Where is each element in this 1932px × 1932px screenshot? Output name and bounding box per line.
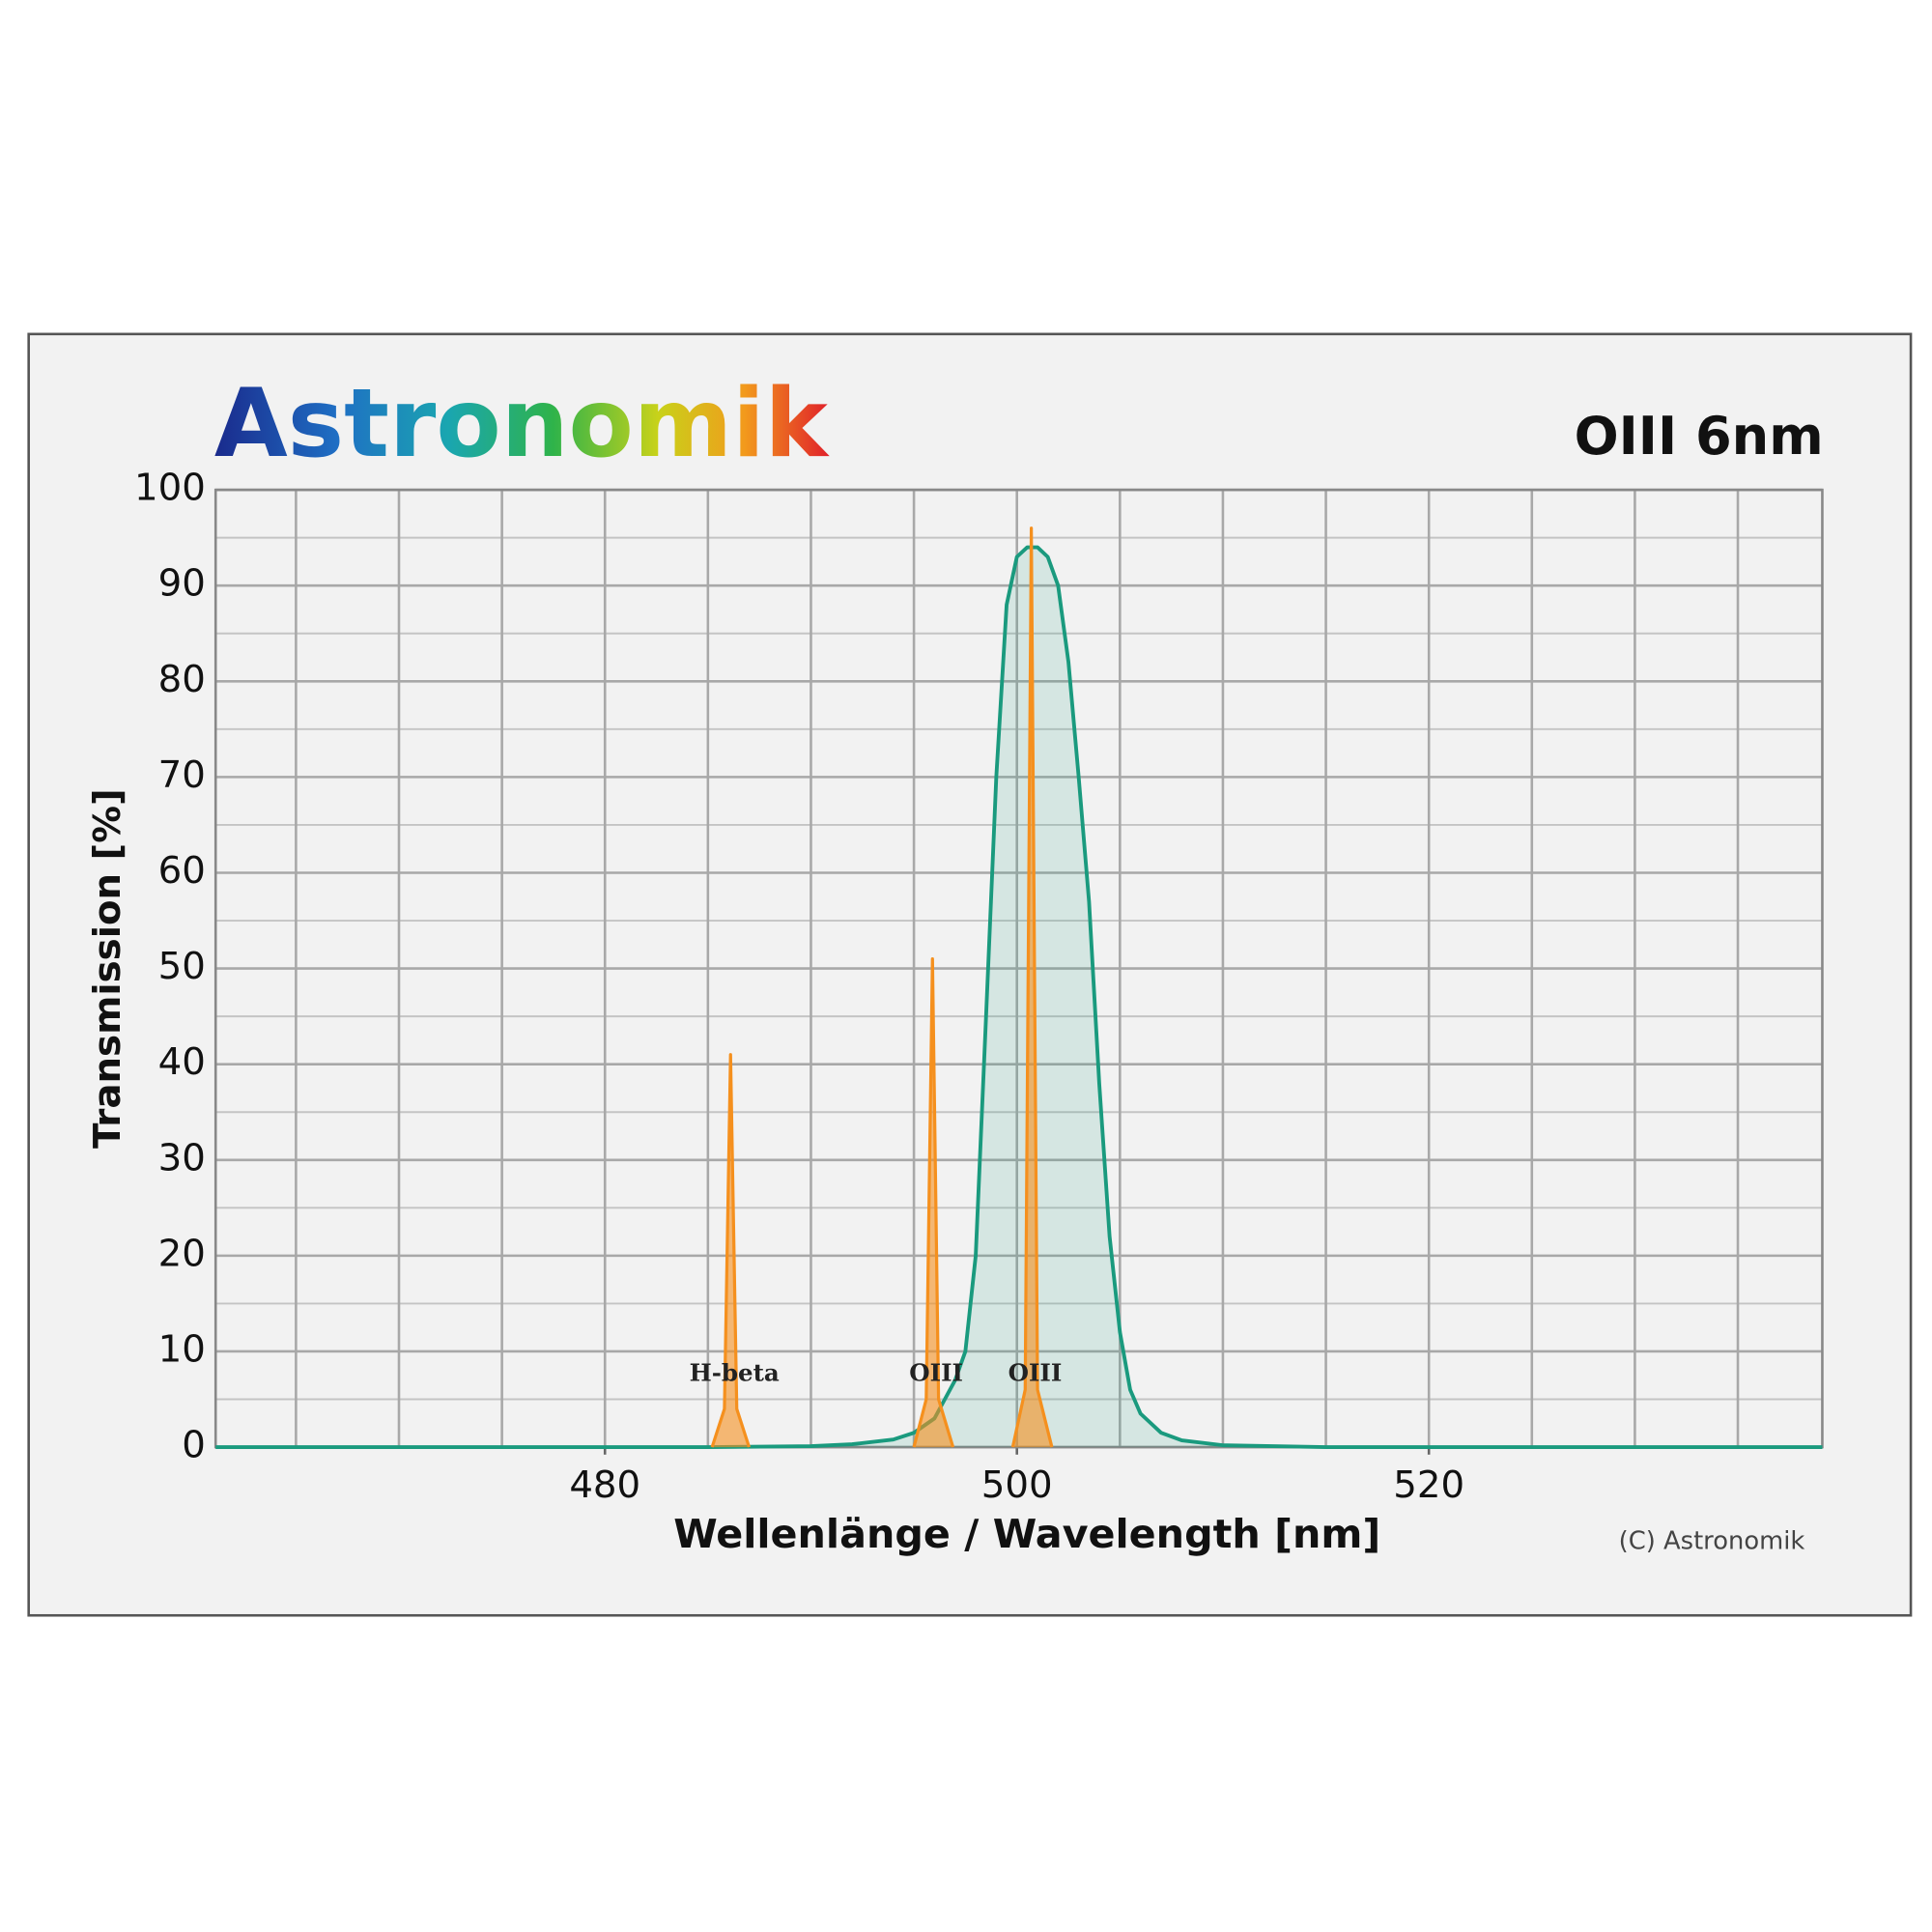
area	[712, 1054, 750, 1448]
y-tick-label: 90	[158, 562, 206, 606]
y-tick-label: 50	[158, 945, 206, 988]
y-tick-label: 80	[158, 658, 206, 701]
chart-title: OIII 6nm	[1575, 406, 1824, 467]
y-tick-label: 10	[158, 1327, 206, 1371]
y-tick-label: 40	[158, 1040, 206, 1084]
x-tick-label: 500	[981, 1463, 1053, 1507]
area	[1012, 527, 1052, 1448]
line-label: OIII	[1009, 1359, 1063, 1387]
y-tick-label: 20	[158, 1232, 206, 1275]
y-axis-label: Transmission [%]	[86, 788, 129, 1149]
credit: (C) Astronomik	[1619, 1527, 1805, 1556]
y-tick-label: 30	[158, 1136, 206, 1179]
x-tick-label: 520	[1393, 1463, 1464, 1507]
x-axis-label: Wellenlänge / Wavelength [nm]	[673, 1511, 1380, 1557]
area	[215, 547, 1823, 1448]
y-tick-label: 60	[158, 849, 206, 893]
y-tick-label: 70	[158, 753, 206, 797]
x-tick-label: 480	[569, 1463, 640, 1507]
line	[215, 545, 1823, 1449]
line	[1010, 526, 1054, 1448]
brand-logo: Astronomik	[214, 369, 831, 479]
line	[710, 1053, 752, 1448]
line	[912, 957, 955, 1448]
y-tick-label: 100	[134, 467, 206, 510]
area	[914, 958, 953, 1448]
plot-area: 0 10 20 30 40 50 60 70 80 90 100 480 500 520 H-beta OII…	[134, 467, 1824, 1507]
line-label: H-beta	[690, 1359, 780, 1387]
y-tick-label: 0	[182, 1424, 206, 1467]
line-label: OIII	[909, 1359, 963, 1387]
